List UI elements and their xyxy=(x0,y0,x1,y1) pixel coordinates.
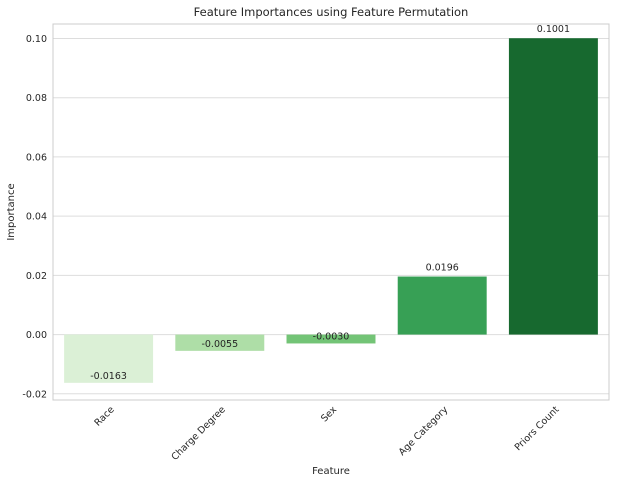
y-tick-label: -0.02 xyxy=(22,389,47,400)
x-tick-label: Priors Count xyxy=(513,404,562,453)
chart-title: Feature Importances using Feature Permut… xyxy=(194,5,469,19)
bar-value-labels: -0.0163 -0.0055 -0.0030 0.0196 0.1001 xyxy=(90,24,570,382)
y-axis-label: Importance xyxy=(6,183,17,240)
bar-sex xyxy=(286,334,376,344)
x-axis-label: Feature xyxy=(312,466,350,477)
bar-value-label: -0.0163 xyxy=(90,371,127,382)
x-tick-label: Charge Degree xyxy=(169,404,228,463)
y-tick-label: 0.10 xyxy=(26,34,47,45)
y-tick-label: 0.04 xyxy=(26,212,47,223)
x-tick-label: Age Category xyxy=(397,404,451,458)
x-tick-label: Race xyxy=(92,404,116,428)
y-tick-label: 0.02 xyxy=(26,271,47,282)
plot-frame xyxy=(52,23,610,401)
bar-race xyxy=(64,334,154,383)
y-tick-label: 0.00 xyxy=(26,330,47,341)
bar-value-label: 0.1001 xyxy=(537,24,570,35)
bars xyxy=(64,38,598,383)
bar-value-label: -0.0055 xyxy=(201,339,238,350)
x-ticks: Race Charge Degree Sex Age Category Priors C… xyxy=(92,404,561,463)
y-tick-label: 0.08 xyxy=(26,93,47,104)
bar-priors-count xyxy=(508,38,598,335)
bar-value-label: -0.0030 xyxy=(313,331,350,342)
bar-value-label: 0.0196 xyxy=(426,263,459,274)
y-tick-label: 0.06 xyxy=(26,152,47,163)
bar-charge-degree xyxy=(175,334,265,351)
bar-age-category xyxy=(397,276,487,335)
y-ticks: -0.02 0.00 0.02 0.04 0.06 0.08 0.10 xyxy=(22,34,47,400)
x-tick-label: Sex xyxy=(319,404,339,424)
